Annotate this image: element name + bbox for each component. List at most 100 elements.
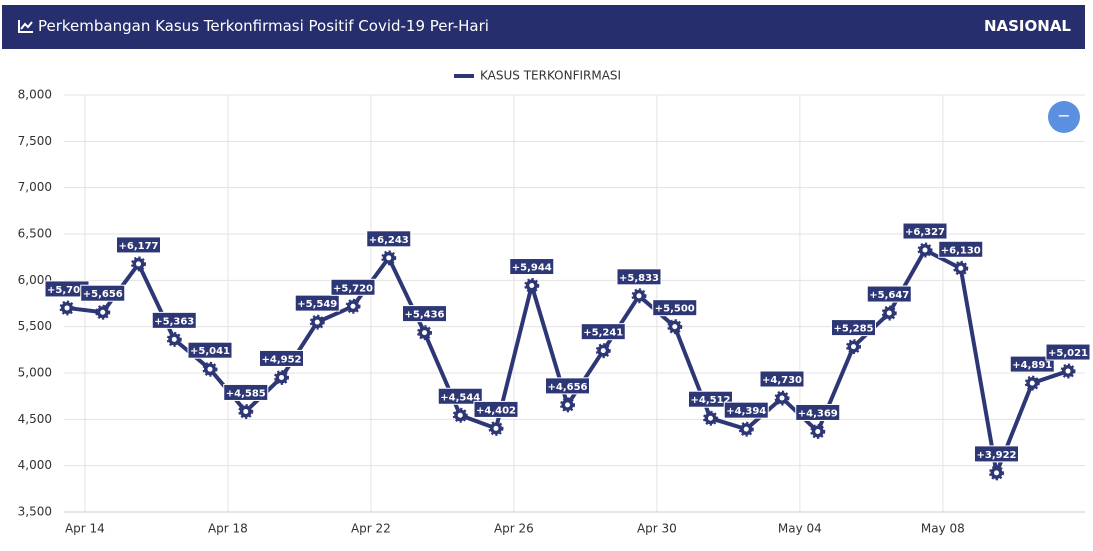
marker-core (171, 336, 177, 342)
value-label: +4,656 (547, 382, 587, 393)
value-label: +4,891 (1012, 360, 1052, 371)
value-label-box (938, 240, 984, 258)
value-label: +6,177 (118, 241, 158, 252)
line (66, 247, 1069, 481)
value-label-box (509, 258, 555, 276)
marker-core (994, 470, 999, 476)
marker-core (64, 305, 70, 311)
value-label-box (866, 285, 912, 303)
x-tick-label: Apr 30 (637, 522, 677, 536)
value-label-box (723, 401, 769, 419)
value-label-box (116, 236, 161, 254)
value-label: +4,585 (226, 388, 266, 399)
value-label-box (366, 230, 412, 248)
marker-core (779, 395, 785, 401)
value-label: +5,363 (154, 316, 194, 327)
value-label-box (545, 377, 590, 395)
value-label: +5,944 (512, 263, 552, 274)
x-tick-label: Apr 26 (494, 522, 534, 536)
marker-core (1065, 368, 1071, 374)
marker-core (314, 319, 320, 325)
value-label-box (187, 341, 233, 359)
header-title: Perkembangan Kasus Terkonfirmasi Positif… (38, 17, 489, 35)
marker-core (243, 408, 249, 414)
marker-core (386, 255, 392, 261)
x-tick-label: Apr 22 (351, 522, 391, 536)
marker-core (672, 324, 678, 330)
y-tick-label: 7,500 (18, 134, 52, 148)
value-label-box (330, 278, 376, 296)
marker-core (708, 415, 713, 421)
marker-core (279, 374, 284, 380)
marker-core (636, 293, 642, 299)
header: Perkembangan Kasus Terkonfirmasi Positif… (2, 5, 1085, 49)
marker-core (100, 309, 106, 315)
value-label-box (80, 284, 126, 302)
chart-icon (18, 20, 33, 33)
legend-label: KASUS TERKONFIRMASI (480, 69, 621, 83)
value-label-box (259, 349, 304, 367)
value-label: +6,130 (941, 245, 981, 256)
y-tick-label: 6,500 (18, 227, 52, 241)
value-label-box (223, 383, 269, 401)
value-label-box (294, 294, 340, 312)
value-label-box (1045, 343, 1091, 361)
value-label-box (580, 323, 626, 341)
x-tick-label: May 04 (778, 522, 822, 536)
y-tick-label: 4,000 (18, 458, 52, 472)
value-label-box (902, 222, 948, 240)
y-tick-label: 6,000 (18, 273, 52, 287)
value-label: +5,702 (47, 285, 87, 296)
value-label: +3,922 (976, 450, 1016, 461)
value-label-box (616, 268, 662, 286)
value-label-box (652, 299, 698, 317)
value-label: +6,243 (369, 235, 409, 246)
marker-core (743, 426, 749, 432)
marker-core (922, 247, 928, 253)
value-label-box (473, 400, 519, 418)
marker-core (565, 402, 570, 408)
value-label: +4,512 (690, 395, 730, 406)
value-label-box (437, 387, 483, 405)
value-label-box (151, 311, 197, 329)
y-tick-label: 4,500 (18, 412, 52, 426)
value-label-box (688, 390, 733, 408)
marker-core (1029, 380, 1035, 386)
y-tick-label: 5,500 (18, 319, 52, 333)
value-label: +4,952 (261, 354, 301, 365)
marker-core (136, 261, 141, 267)
x-tick-label: Apr 18 (208, 522, 248, 536)
value-label: +5,647 (869, 290, 909, 301)
y-tick-label: 5,000 (18, 366, 52, 380)
marker-core (815, 428, 821, 434)
x-tick-label: Apr 14 (65, 522, 105, 536)
collapse-button[interactable]: − (1048, 101, 1080, 133)
y-tick-label: 3,500 (18, 505, 52, 519)
value-label: +5,436 (404, 310, 444, 321)
value-label: +5,656 (83, 289, 123, 300)
marker-core (493, 425, 499, 431)
value-label: +4,402 (476, 405, 516, 416)
marker-core (529, 283, 535, 289)
marker-core (207, 366, 213, 372)
value-label: +4,394 (726, 406, 766, 417)
value-label: +6,327 (905, 227, 945, 238)
marker-core (350, 303, 356, 309)
y-tick-label: 8,000 (18, 88, 52, 102)
value-label: +5,285 (833, 324, 873, 335)
y-tick-label: 7,000 (18, 180, 52, 194)
value-label-box (402, 305, 447, 323)
value-label-box (831, 319, 876, 337)
value-label: +5,720 (333, 283, 373, 294)
marker-core (958, 265, 964, 271)
value-label-box (974, 445, 1019, 463)
value-label: +5,833 (619, 273, 659, 284)
value-label-box (759, 370, 805, 388)
value-label: +5,241 (583, 328, 623, 339)
region: NASIONAL (983, 17, 1071, 35)
value-label-box (795, 403, 841, 421)
marker-core (457, 412, 463, 418)
marker-core (422, 330, 427, 336)
